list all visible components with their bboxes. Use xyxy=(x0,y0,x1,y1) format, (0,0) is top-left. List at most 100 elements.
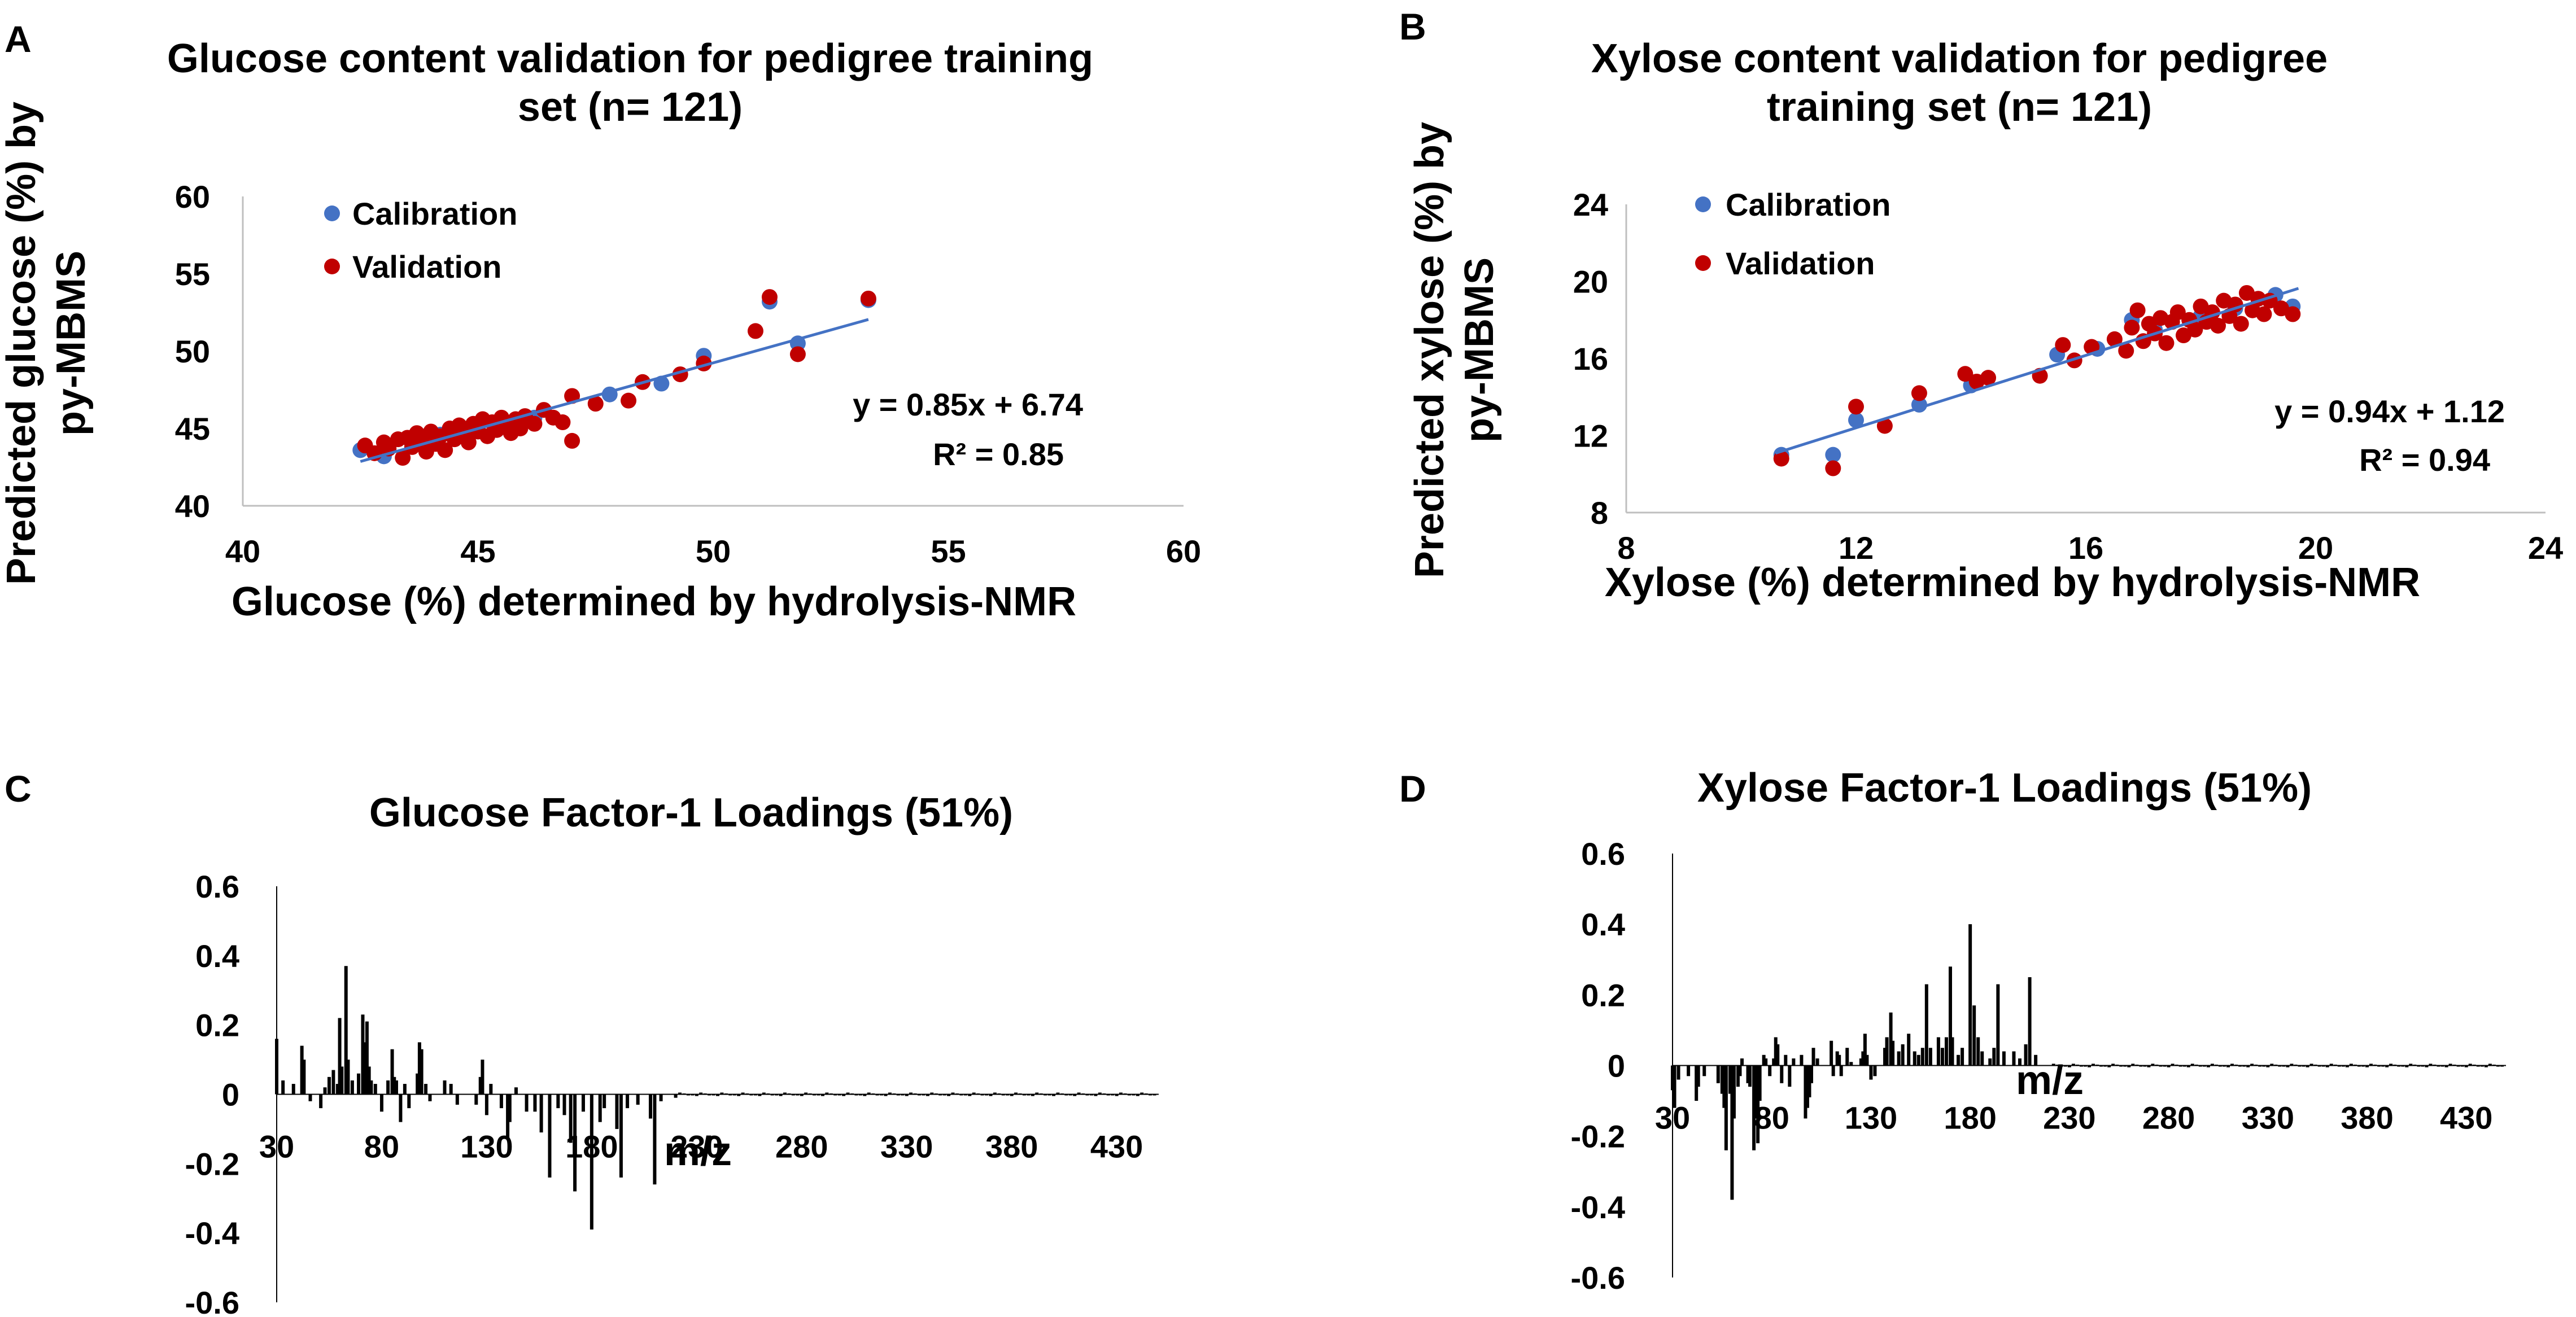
validation-point xyxy=(1980,370,1997,386)
loading-bar xyxy=(386,1080,390,1095)
loading-bar xyxy=(2226,1065,2230,1067)
chart-a-title-line-1: Glucose content validation for pedigree … xyxy=(167,36,1093,81)
loading-bar xyxy=(1687,1065,1691,1077)
legend-calibration-marker xyxy=(324,205,340,221)
loading-bar xyxy=(1768,1065,1772,1077)
loading-bar xyxy=(394,1080,398,1095)
loading-bar xyxy=(1869,1065,1873,1080)
chart-a-trendline xyxy=(360,318,869,463)
x-tick-label: 230 xyxy=(2043,1100,2095,1136)
loading-bar xyxy=(783,1092,787,1095)
loading-bar xyxy=(379,1094,383,1112)
x-tick-label: 380 xyxy=(2341,1100,2393,1136)
x-tick-label: 50 xyxy=(696,533,731,569)
chart-d-y-ticks: 0.6 0.4 0.2 0 -0.2 -0.4 -0.6 xyxy=(1571,836,1626,1296)
validation-point xyxy=(526,415,543,432)
loading-bar xyxy=(308,1094,312,1101)
loading-bar xyxy=(1800,1055,1804,1066)
loading-bar xyxy=(1810,1065,1813,1083)
loading-bar xyxy=(1758,1065,1762,1101)
loading-bar xyxy=(2131,1064,2135,1066)
loading-bar xyxy=(443,1080,447,1095)
loading-bar xyxy=(327,1077,331,1095)
chart-a-x-ticks: 40 45 50 55 60 xyxy=(225,533,1201,569)
validation-point xyxy=(2210,317,2226,334)
chart-b-legend-validation: Validation xyxy=(1726,246,1875,281)
loading-bar xyxy=(1863,1034,1867,1066)
loading-bar xyxy=(648,1094,652,1119)
loading-bar xyxy=(2345,1065,2349,1067)
panel-label-a: A xyxy=(5,18,32,60)
x-tick-label: 130 xyxy=(460,1129,513,1165)
loading-bar xyxy=(1940,1048,1944,1066)
y-tick-label: 0 xyxy=(222,1077,239,1113)
x-tick-label: 30 xyxy=(259,1129,294,1165)
loading-bar xyxy=(417,1042,421,1095)
validation-point xyxy=(587,396,604,412)
chart-b-equation: y = 0.94x + 1.12 xyxy=(2274,393,2505,429)
loading-bar xyxy=(863,1094,867,1096)
y-tick-label: -0.6 xyxy=(185,1285,240,1317)
loading-bar xyxy=(1972,1005,1976,1066)
x-tick-label: 230 xyxy=(670,1129,723,1165)
validation-point xyxy=(2055,337,2071,353)
loading-bar xyxy=(302,1060,306,1095)
loading-bar xyxy=(2107,1065,2111,1067)
loading-bar xyxy=(367,1066,371,1095)
loading-bar xyxy=(590,1094,593,1230)
chart-c-bars xyxy=(275,966,1156,1230)
trendline xyxy=(360,318,869,463)
panel-b: B Xylose content validation for pedigree… xyxy=(1399,6,2563,605)
chart-b-title-line-2: training set (n= 121) xyxy=(1767,85,2152,130)
loading-bar xyxy=(1756,1065,1760,1144)
loading-bar xyxy=(1839,1065,1843,1077)
y-tick-label: 0.2 xyxy=(195,1008,239,1043)
loading-bar xyxy=(800,1094,804,1096)
chart-a-points xyxy=(352,289,876,466)
loading-bar xyxy=(1115,1094,1119,1096)
loading-bar xyxy=(1671,1065,1674,1091)
validation-point xyxy=(437,442,453,458)
chart-b-x-ticks: 8 12 16 20 24 xyxy=(1617,530,2563,566)
loading-bar xyxy=(1976,1037,1980,1066)
validation-point xyxy=(621,392,637,409)
loading-bar xyxy=(275,1039,278,1095)
loading-bar xyxy=(1788,1065,1792,1087)
loading-bar xyxy=(905,1094,909,1096)
loading-bar xyxy=(363,1042,367,1095)
loading-bar xyxy=(2028,977,2032,1066)
loading-bar xyxy=(1992,1048,1996,1066)
loading-bar xyxy=(1849,1062,1853,1066)
loading-bar xyxy=(2270,1064,2274,1066)
loading-bar xyxy=(1098,1092,1102,1095)
loading-bar xyxy=(2186,1065,2190,1067)
loading-bar xyxy=(2018,1058,2021,1066)
validation-point xyxy=(1957,366,1974,382)
loading-bar xyxy=(2127,1065,2131,1067)
loading-bar xyxy=(539,1094,543,1133)
x-tick-label: 80 xyxy=(1754,1100,1789,1136)
loading-bar xyxy=(2325,1065,2329,1067)
loading-bar xyxy=(1885,1037,1889,1066)
y-tick-label: -0.4 xyxy=(1571,1189,1626,1225)
loading-bar xyxy=(695,1094,698,1096)
loading-bar xyxy=(842,1094,846,1096)
loading-bar xyxy=(2147,1065,2151,1067)
loading-bar xyxy=(1897,1051,1901,1066)
loading-bar xyxy=(1811,1048,1815,1066)
loading-bar xyxy=(1762,1055,1766,1066)
trendline xyxy=(1775,287,2299,455)
validation-point xyxy=(460,434,477,450)
loading-bar xyxy=(1035,1092,1039,1095)
x-tick-label: 12 xyxy=(1839,530,1874,566)
loading-bar xyxy=(1968,924,1972,1066)
y-tick-label: 0.2 xyxy=(1581,977,1625,1013)
x-tick-label: 16 xyxy=(2068,530,2103,566)
loading-bar xyxy=(602,1094,606,1109)
loading-bar xyxy=(1936,1037,1940,1066)
loading-bar xyxy=(344,966,348,1095)
loading-bar xyxy=(489,1084,493,1095)
x-tick-label: 430 xyxy=(1090,1129,1143,1165)
x-tick-label: 330 xyxy=(2242,1100,2294,1136)
